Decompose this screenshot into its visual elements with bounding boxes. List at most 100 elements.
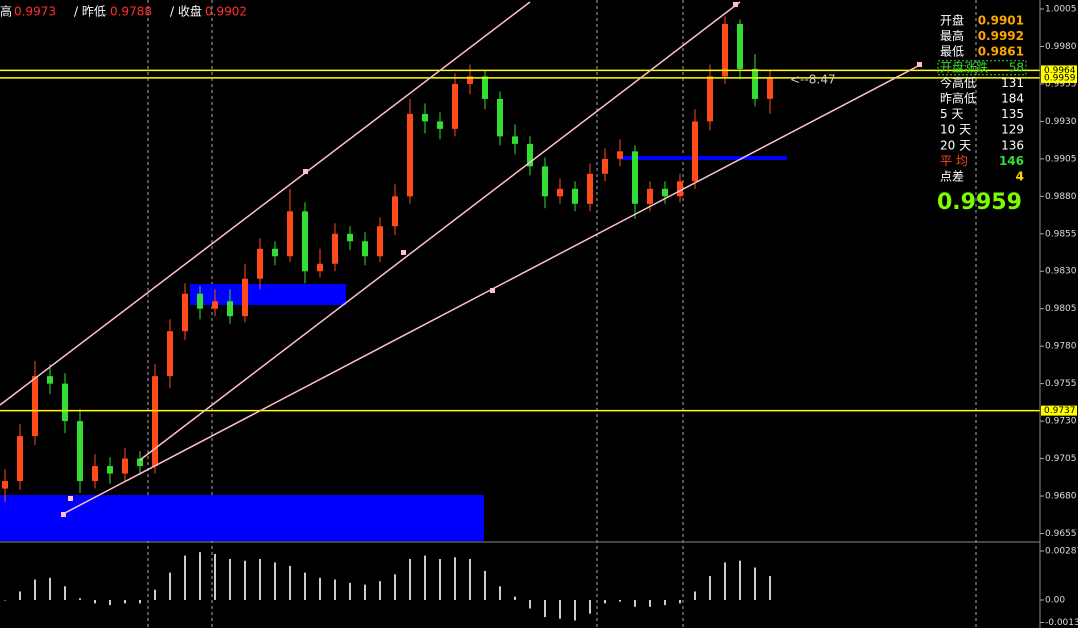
anchor — [917, 62, 922, 67]
candle-body — [362, 241, 368, 257]
candle-body — [662, 188, 668, 197]
price-tag — [1041, 405, 1077, 416]
y-tick-label: -0.00132 — [1045, 618, 1078, 628]
macd-bar — [184, 555, 186, 600]
panel-value: 0.9861 — [978, 45, 1024, 59]
macd-bar — [559, 599, 561, 619]
candle-body — [767, 77, 773, 99]
macd-bar — [649, 599, 651, 607]
macd-bar — [79, 598, 81, 600]
candle-body — [617, 151, 623, 159]
panel-value: 58 — [1009, 60, 1024, 74]
macd-bar — [754, 567, 756, 600]
candle-body — [707, 76, 713, 122]
candle-body — [347, 233, 353, 242]
y-tick-label: 0.9755 — [1045, 379, 1077, 389]
candle-body — [677, 181, 683, 197]
price-tag — [1041, 65, 1077, 76]
candle-body — [497, 98, 503, 137]
y-tick-label: 0.9830 — [1045, 267, 1077, 277]
y-tick-label: 0.9955 — [1045, 79, 1077, 89]
panel-label: 5 天 — [940, 107, 963, 121]
candle-body — [407, 113, 413, 197]
panel-label: 昨高低 — [940, 91, 976, 106]
candle-body — [692, 121, 698, 182]
candle-body — [722, 23, 728, 77]
candle-body — [137, 458, 143, 467]
panel-label: 最低 — [940, 45, 964, 59]
macd-bar — [394, 574, 396, 600]
candle-body — [752, 68, 758, 99]
macd-bar — [259, 559, 261, 600]
macd-bar — [529, 599, 531, 609]
candle-body — [17, 436, 23, 482]
candle-body — [2, 481, 8, 489]
macd-bar — [4, 599, 6, 601]
price-tag-label: 0.9737 — [1044, 406, 1076, 416]
panel-label: 平 均 — [940, 154, 968, 168]
candle-body — [152, 376, 158, 467]
candle-body — [437, 121, 443, 129]
y-tick-label: 0.9680 — [1045, 492, 1077, 502]
macd-bar — [349, 582, 351, 600]
panel-label: 20 天 — [940, 138, 971, 152]
header-value: 0.9973 — [14, 5, 56, 19]
candle-body — [422, 113, 428, 122]
macd-bar — [304, 572, 306, 600]
macd-bar — [514, 596, 516, 600]
macd-bar — [694, 591, 696, 600]
anchor — [68, 496, 73, 501]
macd-bar — [589, 599, 591, 614]
macd-bar — [619, 599, 621, 602]
y-tick-label: 0.9730 — [1045, 417, 1077, 427]
zone-box — [190, 284, 346, 305]
macd-bar — [49, 577, 51, 600]
macd-bar — [634, 599, 636, 607]
macd-bar — [409, 559, 411, 600]
candle-body — [587, 173, 593, 204]
candle-body — [512, 136, 518, 144]
candle-body — [737, 23, 743, 69]
candle-body — [272, 248, 278, 257]
panel-value: 136 — [1001, 138, 1024, 152]
candle-body — [242, 278, 248, 317]
candle-body — [482, 76, 488, 99]
candle-body — [47, 376, 53, 384]
trend-line — [139, 1, 741, 461]
candle-body — [317, 263, 323, 272]
candle-body — [182, 293, 188, 332]
macd-bar — [454, 557, 456, 600]
panel-label: 点差 — [940, 170, 964, 184]
macd-bar — [604, 599, 606, 604]
macd-bar — [439, 559, 441, 600]
anchor — [733, 2, 738, 7]
panel-value: 131 — [1001, 76, 1024, 90]
candle-body — [557, 188, 563, 197]
y-tick-label: 0.9905 — [1045, 154, 1077, 164]
macd-bar — [739, 560, 741, 600]
plot — [0, 16, 1040, 503]
y-tick-label: 0.9780 — [1045, 342, 1077, 352]
macd-bar — [469, 559, 471, 600]
header-label: 高 — [0, 4, 12, 19]
panel-value: 0.9992 — [978, 29, 1024, 43]
y-tick-label: 0.9805 — [1045, 304, 1077, 314]
macd-bar — [544, 599, 546, 618]
candle-body — [77, 421, 83, 482]
panel-value: 135 — [1001, 107, 1024, 121]
macd-bar — [19, 591, 21, 600]
macd-bar — [94, 599, 96, 604]
panel-label: 今高低 — [940, 75, 976, 90]
macd-bar — [334, 579, 336, 600]
macd-bar — [379, 581, 381, 600]
panel-label: 最高 — [940, 28, 964, 43]
macd-bar — [109, 599, 111, 606]
anchor — [303, 169, 308, 174]
candle-body — [167, 331, 173, 377]
anchor — [490, 288, 495, 293]
y-tick-label: 0.9980 — [1045, 42, 1077, 52]
header-label: / 昨低 — [74, 5, 106, 19]
macd-bar — [154, 589, 156, 600]
candle-body — [632, 151, 638, 204]
